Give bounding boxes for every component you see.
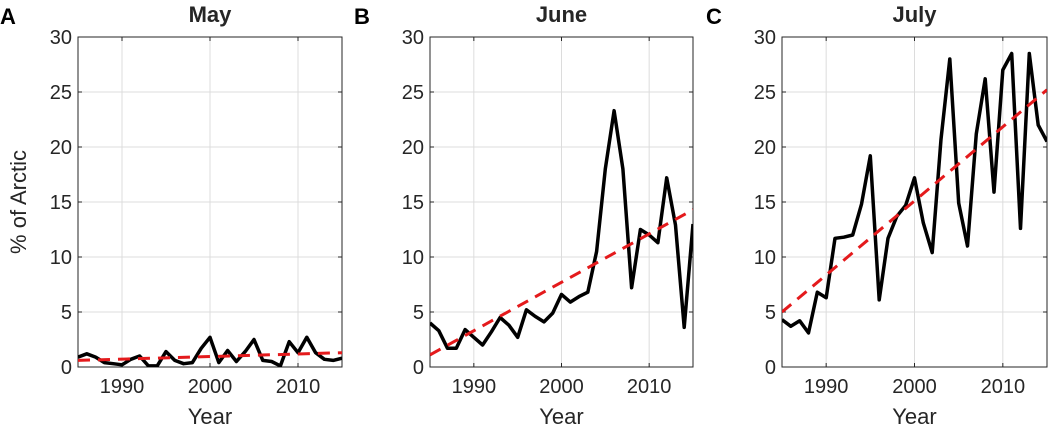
x-tick-label: 2010 <box>276 376 321 398</box>
data-line <box>782 51 1047 335</box>
y-tick-label: 20 <box>50 137 72 159</box>
y-tick-label: 10 <box>50 247 72 269</box>
y-tick-label: 20 <box>754 137 776 159</box>
y-tick-label: 20 <box>402 137 424 159</box>
trend-line <box>78 351 342 362</box>
y-tick-label: 5 <box>413 302 424 324</box>
x-tick-label: 1990 <box>100 376 145 398</box>
trend-line <box>430 208 693 357</box>
x-axis-label: Year <box>539 404 583 429</box>
chart-panel-a: 0 5 10 15 20 25 30 1990 2000 2010 May A Year % of Arc… <box>0 2 343 429</box>
x-tick-label: 2000 <box>892 376 937 398</box>
x-tick-label: 1990 <box>452 376 497 398</box>
chart-title: July <box>892 2 937 27</box>
chart-panel-c: 0 5 10 15 20 25 30 1990 2000 2010 July C Year <box>706 2 1048 429</box>
y-tick-label: 15 <box>754 192 776 214</box>
x-tick-label: 2000 <box>188 376 233 398</box>
y-tick-label: 0 <box>765 357 776 379</box>
x-tick-label: 2000 <box>539 376 584 398</box>
y-axis-label: % of Arctic <box>6 150 31 254</box>
y-tick-label: 10 <box>754 247 776 269</box>
x-axis-label: Year <box>892 404 936 429</box>
panel-label: A <box>0 4 16 29</box>
y-tick-label: 25 <box>402 82 424 104</box>
y-tick-label: 5 <box>765 302 776 324</box>
chart-title: June <box>536 2 587 27</box>
chart-panel-b: 0 5 10 15 20 25 30 1990 2000 2010 June B Year <box>354 2 694 429</box>
trend-line <box>782 88 1047 314</box>
y-tick-label: 0 <box>61 357 72 379</box>
y-tick-label: 30 <box>754 27 776 49</box>
y-tick-label: 0 <box>413 357 424 379</box>
x-tick-label: 2010 <box>981 376 1026 398</box>
y-tick-label: 30 <box>402 27 424 49</box>
y-tick-label: 5 <box>61 302 72 324</box>
y-tick-label: 30 <box>50 27 72 49</box>
y-tick-label: 25 <box>754 82 776 104</box>
chart-title: May <box>189 2 233 27</box>
panel-label: C <box>706 4 722 29</box>
x-tick-label: 2010 <box>627 376 672 398</box>
y-tick-label: 10 <box>402 247 424 269</box>
panel-label: B <box>354 4 370 29</box>
y-tick-label: 15 <box>50 192 72 214</box>
x-axis-label: Year <box>188 404 232 429</box>
y-tick-label: 15 <box>402 192 424 214</box>
y-tick-label: 25 <box>50 82 72 104</box>
x-tick-label: 1990 <box>804 376 849 398</box>
